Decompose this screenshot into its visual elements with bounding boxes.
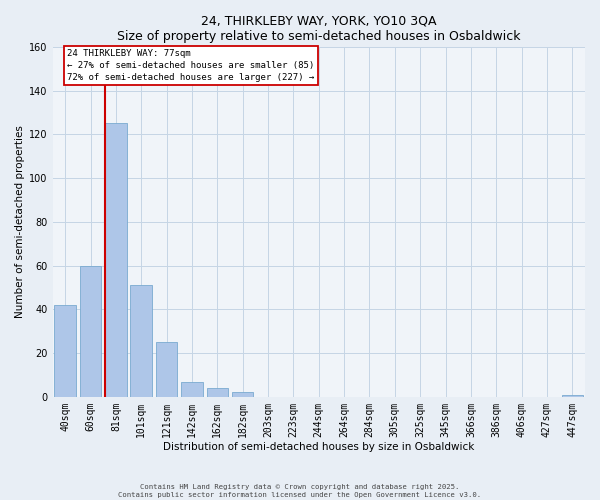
X-axis label: Distribution of semi-detached houses by size in Osbaldwick: Distribution of semi-detached houses by … xyxy=(163,442,475,452)
Bar xyxy=(232,392,253,397)
Bar xyxy=(105,124,127,397)
Text: Contains HM Land Registry data © Crown copyright and database right 2025.
Contai: Contains HM Land Registry data © Crown c… xyxy=(118,484,482,498)
Y-axis label: Number of semi-detached properties: Number of semi-detached properties xyxy=(15,126,25,318)
Bar xyxy=(562,394,583,397)
Bar xyxy=(206,388,228,397)
Bar xyxy=(130,286,152,397)
Bar xyxy=(55,305,76,397)
Title: 24, THIRKLEBY WAY, YORK, YO10 3QA
Size of property relative to semi-detached hou: 24, THIRKLEBY WAY, YORK, YO10 3QA Size o… xyxy=(117,15,521,43)
Bar xyxy=(156,342,178,397)
Text: 24 THIRKLEBY WAY: 77sqm
← 27% of semi-detached houses are smaller (85)
72% of se: 24 THIRKLEBY WAY: 77sqm ← 27% of semi-de… xyxy=(67,49,314,82)
Bar xyxy=(181,382,203,397)
Bar xyxy=(80,266,101,397)
